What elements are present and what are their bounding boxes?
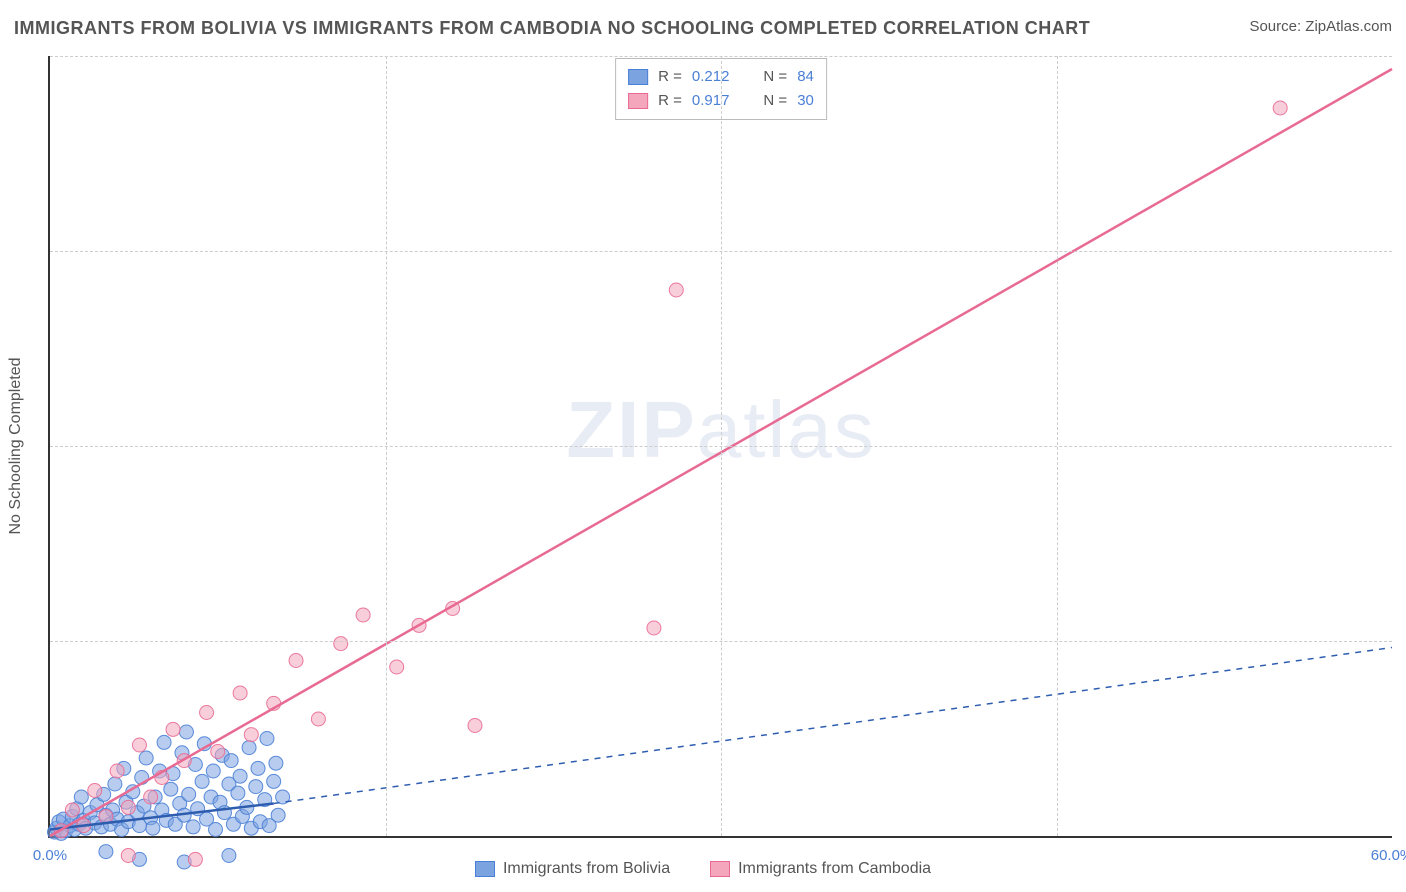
source-label: Source: ZipAtlas.com: [1249, 18, 1392, 35]
data-point: [139, 751, 153, 765]
data-point: [242, 741, 256, 755]
data-point: [166, 722, 180, 736]
y-tick-label: 45.0%: [1398, 243, 1406, 260]
data-point: [251, 761, 265, 775]
data-point: [157, 735, 171, 749]
data-point: [233, 769, 247, 783]
y-axis-label: No Schooling Completed: [7, 358, 25, 535]
data-point: [271, 808, 285, 822]
legend-label-bolivia: Immigrants from Bolivia: [503, 860, 670, 878]
trend-line: [274, 648, 1392, 804]
data-point: [1273, 101, 1287, 115]
data-point: [200, 706, 214, 720]
data-point: [244, 728, 258, 742]
data-point: [211, 745, 225, 759]
data-point: [468, 719, 482, 733]
data-point: [144, 790, 158, 804]
data-point: [99, 845, 113, 859]
legend-item-bolivia: Immigrants from Bolivia: [475, 860, 670, 878]
data-point: [110, 764, 124, 778]
data-point: [267, 774, 281, 788]
legend-series: Immigrants from Bolivia Immigrants from …: [0, 860, 1406, 878]
data-point: [179, 725, 193, 739]
data-point: [209, 823, 223, 837]
data-point: [231, 786, 245, 800]
data-point: [121, 800, 135, 814]
data-point: [311, 712, 325, 726]
data-point: [195, 774, 209, 788]
data-point: [334, 637, 348, 651]
y-tick-label: 30.0%: [1398, 438, 1406, 455]
data-point: [269, 756, 283, 770]
data-point: [132, 738, 146, 752]
plot-area: ZIPatlas R = 0.212 N = 84 R = 0.917 N = …: [48, 56, 1392, 838]
legend-item-cambodia: Immigrants from Cambodia: [710, 860, 931, 878]
data-point: [669, 283, 683, 297]
data-point: [260, 732, 274, 746]
data-point: [164, 782, 178, 796]
data-point: [108, 777, 122, 791]
data-point: [74, 790, 88, 804]
data-point: [647, 621, 661, 635]
y-tick-label: 15.0%: [1398, 633, 1406, 650]
data-point: [182, 787, 196, 801]
data-point: [206, 764, 220, 778]
data-point: [186, 820, 200, 834]
data-point: [233, 686, 247, 700]
data-point: [390, 660, 404, 674]
data-point: [249, 780, 263, 794]
y-tick-label: 60.0%: [1398, 48, 1406, 65]
data-point: [289, 654, 303, 668]
data-point: [224, 754, 238, 768]
chart-title: IMMIGRANTS FROM BOLIVIA VS IMMIGRANTS FR…: [14, 18, 1090, 39]
swatch-bolivia: [475, 861, 495, 877]
data-point: [356, 608, 370, 622]
swatch-cambodia: [710, 861, 730, 877]
data-point: [65, 803, 79, 817]
data-point: [88, 784, 102, 798]
data-point: [146, 821, 160, 835]
legend-label-cambodia: Immigrants from Cambodia: [738, 860, 931, 878]
